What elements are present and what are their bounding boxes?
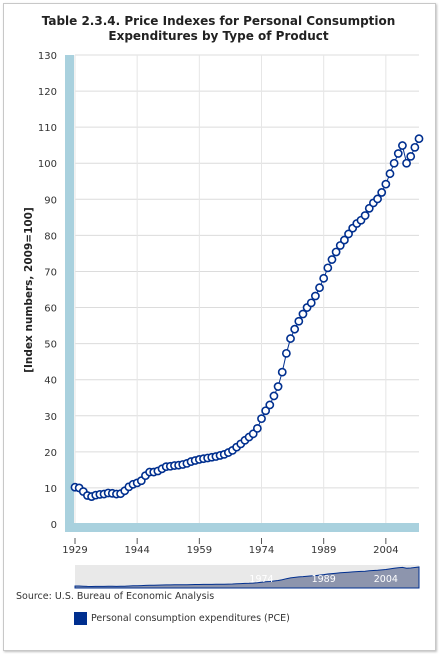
legend-swatch: [74, 612, 87, 625]
data-point[interactable]: [290, 324, 300, 334]
y-tick-label: 10: [44, 484, 57, 495]
y-tick-label: 40: [44, 376, 57, 387]
data-point[interactable]: [310, 291, 320, 301]
legend-label: Personal consumption expenditures (PCE): [91, 613, 290, 624]
navigator-tick-label: 1989: [312, 574, 336, 585]
data-point[interactable]: [406, 151, 416, 161]
y-tick-label: 120: [38, 87, 57, 98]
data-point[interactable]: [286, 334, 295, 343]
data-point[interactable]: [339, 235, 349, 245]
data-point[interactable]: [323, 263, 333, 273]
y-tick-label: 70: [44, 267, 57, 278]
data-point[interactable]: [269, 391, 279, 401]
data-point[interactable]: [252, 423, 262, 433]
data-point[interactable]: [331, 247, 341, 257]
data-point[interactable]: [273, 382, 283, 391]
x-tick-label: 2004: [373, 545, 398, 556]
data-point[interactable]: [373, 194, 382, 204]
axis-bands: [65, 55, 419, 532]
navigator-tick-label: 2004: [374, 574, 398, 585]
data-point[interactable]: [261, 406, 271, 416]
data-point[interactable]: [319, 273, 329, 283]
y-tick-label: 100: [38, 159, 57, 170]
y-tick-label: 60: [44, 304, 57, 315]
y-tick-label: 0: [51, 520, 57, 531]
y-axis-band: [65, 55, 74, 528]
y-tick-label: 20: [44, 448, 57, 459]
data-point[interactable]: [402, 158, 411, 168]
data-point[interactable]: [277, 367, 287, 377]
data-point[interactable]: [306, 298, 316, 308]
data-point[interactable]: [327, 255, 337, 264]
x-tick-label: 1989: [311, 545, 336, 556]
x-tick-label: 1959: [187, 545, 212, 556]
data-point[interactable]: [257, 414, 266, 424]
data-point[interactable]: [344, 229, 353, 239]
range-navigator[interactable]: 1974 1989 2004: [74, 565, 420, 589]
data-point[interactable]: [298, 309, 308, 319]
x-tick-label: 1974: [249, 545, 274, 556]
y-tick-label: 90: [44, 195, 57, 206]
data-point[interactable]: [294, 316, 304, 326]
data-point[interactable]: [398, 141, 407, 150]
y-tick-label: 110: [38, 123, 57, 134]
x-tick-label: 1944: [124, 545, 149, 556]
data-points[interactable]: [70, 134, 424, 501]
data-point[interactable]: [381, 179, 391, 189]
legend[interactable]: Personal consumption expenditures (PCE): [74, 612, 290, 625]
data-point[interactable]: [414, 134, 424, 144]
data-point[interactable]: [281, 348, 291, 358]
source-note: Source: U.S. Bureau of Economic Analysis: [16, 591, 215, 602]
y-tick-label: 50: [44, 340, 57, 351]
data-point[interactable]: [410, 142, 420, 152]
x-tick-label: 1929: [62, 545, 87, 556]
y-tick-label: 30: [44, 412, 57, 423]
data-point[interactable]: [389, 158, 399, 168]
y-tick-label: 80: [44, 231, 57, 242]
axes: 0 10 20 30 40 50 60 70 80 90 100 110 120 130 1929 1944 1…: [38, 51, 399, 556]
grid-lines: [74, 54, 419, 525]
navigator-area: [74, 566, 420, 589]
data-point[interactable]: [360, 211, 370, 220]
y-tick-label: 130: [38, 51, 57, 62]
data-point[interactable]: [393, 149, 403, 158]
data-point[interactable]: [377, 188, 387, 197]
y-axis-label: [Index numbers, 2009=100]: [23, 207, 35, 373]
data-point[interactable]: [385, 169, 395, 179]
chart-title: Table 2.3.4. Price Indexes for Personal …: [41, 14, 396, 43]
data-point[interactable]: [265, 400, 275, 410]
x-axis-band: [65, 523, 419, 532]
data-point[interactable]: [315, 283, 324, 293]
navigator-tick-label: 1974: [249, 574, 273, 585]
